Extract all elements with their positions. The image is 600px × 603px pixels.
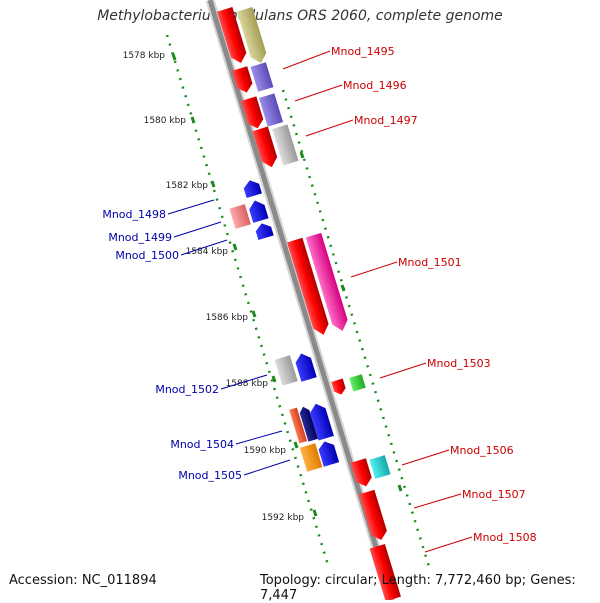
gene-red-2 [240,96,264,129]
gene-mnod-1507 [359,489,387,540]
reverse-genes [229,180,340,472]
tick-mark [210,180,216,188]
gene-label: Mnod_1496 [343,79,407,92]
tick-mark [232,243,238,251]
gene-mnod-1499-salmon [229,204,251,229]
tick-label: 1586 kbp [206,313,249,323]
accession-text: Accession: NC_011894 [9,573,157,588]
gene-mnod-1505-orange [299,443,323,472]
tick-label: 1582 kbp [166,181,209,191]
gene-mnod-1504-coral [289,407,308,444]
gene-mnod-1497-gray [272,124,299,166]
gene-purple-2 [258,93,284,127]
tick-mark [299,151,305,159]
gene-mnod-1504-blue [310,403,334,441]
tick-mark [340,284,346,292]
gene-mnod-1508 [369,543,401,600]
tick-label: 1580 kbp [144,116,187,126]
gene-mnod-1495 [217,7,247,63]
gene-label: Mnod_1506 [450,444,514,457]
gene-mnod-1500-blue [255,223,274,241]
label-leaders [167,50,473,553]
tick-label: 1578 kbp [123,51,166,61]
gene-mnod-1506-red [350,458,372,487]
gene-label: Mnod_1502 [155,383,219,396]
gene-mnod-1505-blue [318,441,340,467]
gene-blue-1 [243,180,262,198]
gene-mnod-1497-red [252,126,278,168]
gene-label: Mnod_1505 [178,469,242,482]
gene-mnod-1504-navy [299,406,319,442]
tick-label: 1590 kbp [244,446,287,456]
tick-mark [251,310,257,318]
tick-marks [171,53,403,517]
gene-mnod-1501-pink [305,232,348,331]
gene-mnod-1506-cyan [369,455,391,479]
gene-mnod-1503-green [349,374,366,392]
gene-mnod-1503-red [331,378,346,395]
gene-mnod-1496-red [231,66,253,93]
tick-label: 1588 kbp [226,379,269,389]
gene-label: Mnod_1497 [354,114,418,127]
map-title: Methylobacterium nodulans ORS 2060, comp… [97,8,503,24]
gene-label: Mnod_1501 [398,256,462,269]
forward-genes [217,7,401,600]
gene-label: Mnod_1498 [102,208,166,221]
tick-mark [397,484,403,492]
gene-mnod-1502-blue [295,353,317,382]
gene-mnod-1501-red [287,237,329,335]
tick-mark [171,53,177,61]
gene-label: Mnod_1504 [170,438,234,451]
gene-label: Mnod_1500 [115,249,179,262]
gene-olive [237,7,267,63]
gene-label: Mnod_1499 [108,231,172,244]
gene-mnod-1502-gray [274,355,298,386]
topology-text: Topology: circular; Length: 7,772,460 bp… [260,573,576,603]
gene-label: Mnod_1503 [427,357,491,370]
gene-labels: Mnod_1495 Mnod_1496 Mnod_1497 Mnod_1501 … [102,45,536,544]
gene-label: Mnod_1508 [473,531,537,544]
tick-labels: 1578 kbp 1580 kbp 1582 kbp 1584 kbp 1586… [123,51,305,523]
tick-label: 1592 kbp [262,513,305,523]
tick-mark [312,509,318,517]
tick-mark [190,116,196,124]
tick-label: 1584 kbp [186,247,229,257]
gene-label: Mnod_1507 [462,488,526,501]
gene-label: Mnod_1495 [331,45,395,58]
tick-mark [293,441,299,449]
gene-mnod-1498-blue [249,200,269,223]
tick-mark [271,375,277,383]
gene-mnod-1496-purple [250,62,274,92]
